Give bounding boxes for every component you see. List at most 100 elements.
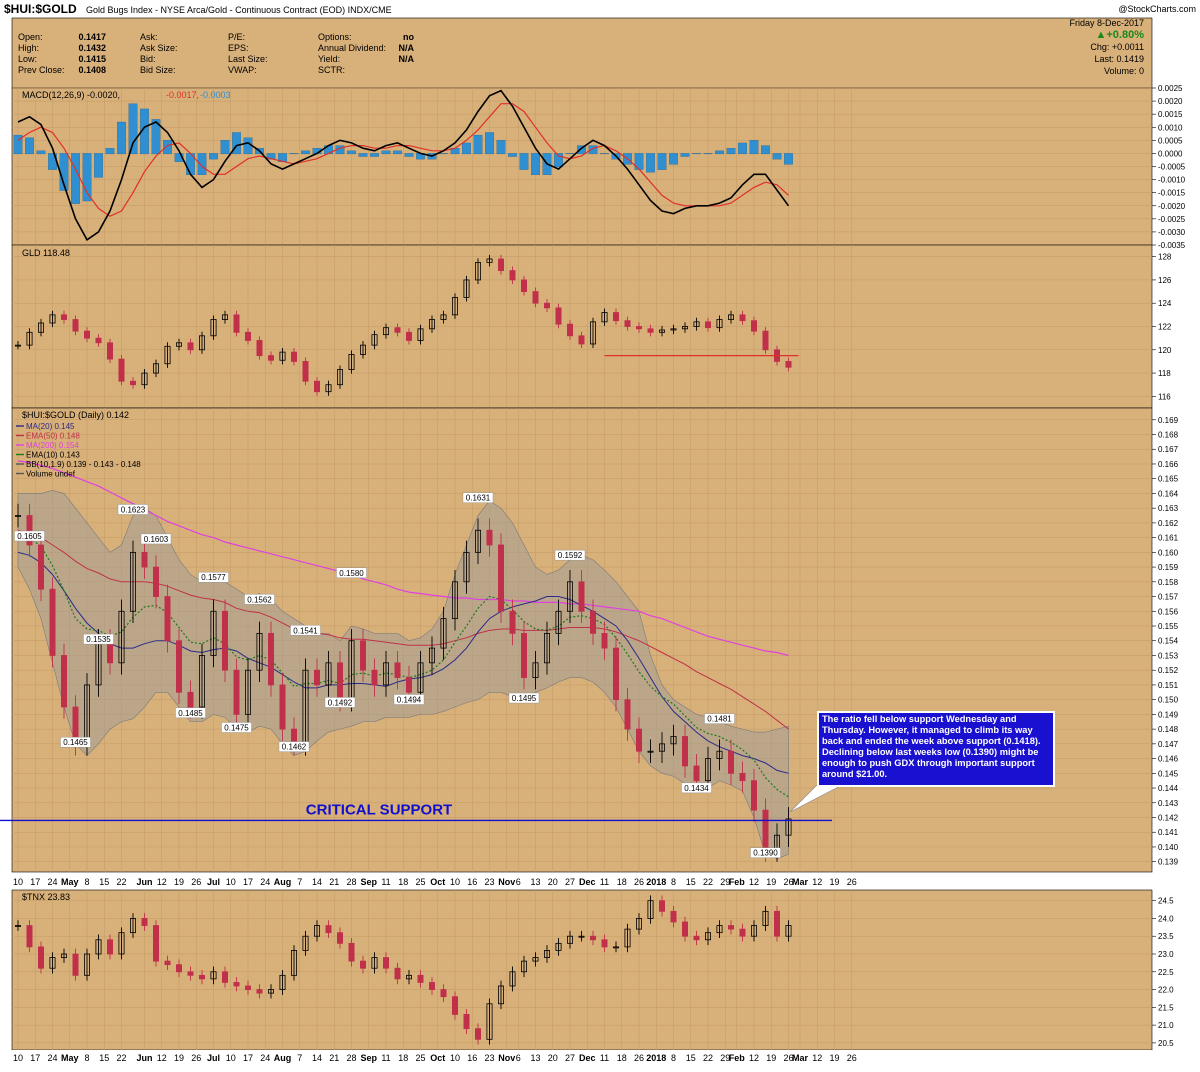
ratio-candle: [210, 599, 217, 668]
candle-body: [279, 974, 286, 990]
y-tick-label: -0.0025: [1158, 215, 1186, 224]
candle-body: [405, 974, 412, 980]
y-tick-label: 0.145: [1158, 769, 1179, 778]
price-label-text: 0.1475: [224, 723, 249, 732]
ratio-candle: [739, 761, 746, 793]
candle-body: [198, 335, 205, 351]
y-tick-label: 0.154: [1158, 637, 1179, 646]
tnx-candle: [394, 962, 401, 985]
candle-body: [497, 544, 504, 612]
candle-body: [659, 743, 666, 752]
candle-body: [532, 957, 539, 962]
ratio-candle: [670, 724, 677, 756]
tnx-candle: [175, 959, 182, 978]
candle-body: [14, 925, 21, 927]
y-tick-label: 22.5: [1158, 968, 1174, 977]
price-label-box: [221, 722, 252, 733]
date-tick-label: 19: [766, 1053, 776, 1063]
tnx-candle: [198, 970, 205, 985]
tnx-candle: [521, 955, 528, 978]
tnx-candle: [532, 952, 539, 967]
candle-body: [290, 950, 297, 976]
ratio-indicator-legend: Volume undef: [26, 470, 76, 479]
chart-description: Gold Bugs Index - NYSE Arca/Gold - Conti…: [86, 5, 392, 15]
candle-body: [590, 321, 597, 345]
gld-legend: GLD 118.48: [22, 248, 70, 258]
tnx-candle: [61, 948, 68, 963]
y-tick-label: 0.158: [1158, 578, 1179, 587]
candle-body: [164, 345, 171, 365]
candle-body: [705, 932, 712, 941]
date-tick-label: 20: [548, 877, 558, 887]
ratio-candle: [578, 570, 585, 624]
y-tick-label: 23.0: [1158, 950, 1174, 959]
date-tick-label: 17: [243, 877, 253, 887]
gld-candle: [762, 327, 769, 354]
tnx-candle: [95, 934, 102, 960]
macd-histogram-bar: [404, 153, 414, 157]
macd-histogram-bar: [496, 140, 506, 155]
gld-candle: [49, 310, 56, 328]
date-tick-label: 10: [13, 877, 23, 887]
quote-value: 0.1408: [78, 65, 106, 75]
ratio-candle: [164, 584, 171, 653]
gld-candle: [38, 318, 45, 337]
date-tick-label: 14: [312, 1053, 322, 1063]
candle-body: [267, 989, 274, 994]
price-label-box: [704, 713, 735, 724]
candle-body: [555, 610, 562, 634]
macd-histogram-bar: [784, 153, 793, 165]
candle-body: [38, 946, 45, 969]
candle-body: [14, 515, 21, 517]
ratio-candle: [497, 533, 504, 624]
date-tick-label: 26: [634, 1053, 644, 1063]
candle-body: [728, 314, 735, 320]
gld-candle: [152, 359, 159, 378]
tnx-candle: [382, 952, 389, 974]
date-tick-label: 13: [530, 1053, 540, 1063]
date-tick-label: 12: [812, 877, 822, 887]
candle-body: [244, 985, 251, 990]
candle-body: [567, 581, 574, 612]
gld-candle: [601, 308, 608, 326]
macd-histogram-bar: [738, 142, 747, 155]
tnx-candle: [187, 966, 194, 981]
macd-histogram-bar: [519, 153, 529, 170]
candle-body: [221, 314, 228, 320]
y-tick-label: 0.152: [1158, 666, 1179, 675]
y-tick-label: 0.167: [1158, 445, 1179, 454]
candle-body: [84, 330, 91, 339]
y-tick-label: 0.150: [1158, 696, 1179, 705]
date-tick-label: 29: [720, 1053, 730, 1063]
price-label-box: [393, 694, 425, 705]
ratio-candle: [682, 724, 689, 778]
price-label-box: [14, 530, 45, 542]
price-label-text: 0.1492: [328, 698, 353, 707]
date-tick-label: 23: [484, 877, 494, 887]
candle-body: [405, 677, 412, 693]
y-tick-label: 0.140: [1158, 843, 1179, 852]
candle-body: [267, 355, 274, 361]
candle-body: [509, 270, 516, 281]
tnx-candle: [417, 970, 424, 988]
candle-body: [325, 925, 332, 934]
candle-body: [739, 772, 746, 782]
gld-candle: [336, 365, 343, 389]
candle-body: [682, 736, 689, 767]
gld-candle: [739, 310, 746, 325]
date-tick-label: 13: [530, 877, 540, 887]
price-label-text: 0.1541: [293, 626, 318, 635]
date-tick-label: 15: [686, 1053, 696, 1063]
candle-body: [521, 960, 528, 973]
candle-body: [129, 918, 136, 934]
macd-histogram-bar: [577, 145, 586, 155]
candle-body: [417, 974, 424, 983]
macd-legend: MACD(12,26,9) -0.0020,: [22, 90, 120, 100]
candle-body: [693, 935, 700, 941]
ratio-candle: [325, 651, 332, 697]
tnx-candle: [210, 966, 217, 985]
date-tick-label: 12: [157, 877, 167, 887]
date-tick-label: 15: [686, 877, 696, 887]
price-label-text: 0.1535: [86, 635, 111, 644]
annotation-callout: The ratio fell below support Wednesday a…: [789, 711, 1055, 813]
